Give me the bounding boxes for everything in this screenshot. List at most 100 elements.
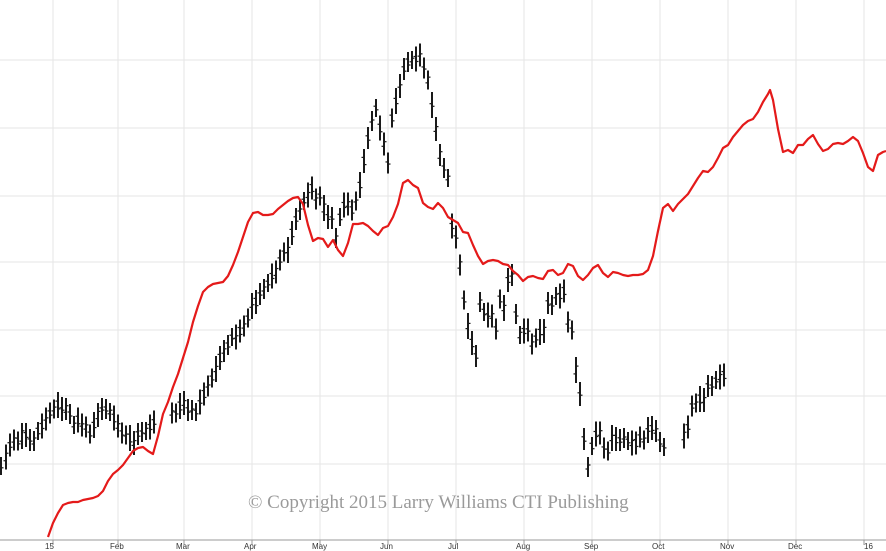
price-bar [493, 318, 499, 340]
price-bar [369, 111, 375, 131]
price-bar [273, 260, 279, 284]
price-bar [115, 414, 121, 438]
price-bar [709, 376, 715, 396]
price-bar [413, 46, 419, 72]
price-bar [705, 375, 711, 397]
price-bar [597, 421, 603, 445]
price-bar [361, 149, 367, 173]
price-bar [47, 402, 53, 424]
price-bar [127, 425, 133, 451]
price-bar [189, 400, 195, 420]
price-bar [197, 389, 203, 415]
price-bar [181, 391, 187, 415]
price-bar [337, 208, 343, 226]
price-bar [457, 254, 463, 276]
price-bar [489, 304, 495, 328]
price-bar [95, 403, 101, 427]
price-bar [353, 191, 359, 211]
price-bar [441, 158, 447, 178]
x-axis-tick-label: Jun [380, 542, 393, 551]
price-bar [393, 88, 399, 114]
price-bar [63, 398, 69, 420]
price-bar [689, 395, 695, 417]
price-bar [433, 117, 439, 141]
price-bar [39, 413, 45, 439]
x-axis-tick-label: May [312, 542, 327, 551]
price-bar [185, 399, 191, 421]
price-bar [321, 195, 327, 221]
price-bar [209, 368, 215, 388]
price-bar [261, 279, 267, 299]
price-bar [341, 192, 347, 218]
price-bar [213, 356, 219, 382]
price-bar [649, 416, 655, 440]
x-axis-tick-label: Dec [788, 542, 802, 551]
price-bar [217, 346, 223, 370]
price-bar [309, 176, 315, 200]
price-bar [465, 313, 471, 339]
price-bar [325, 205, 331, 229]
price-bar [377, 115, 383, 141]
price-bar [289, 221, 295, 245]
copyright-watermark: © Copyright 2015 Larry Williams CTI Publ… [248, 492, 629, 513]
x-axis-tick-label: Nov [720, 542, 734, 551]
price-bar [581, 428, 587, 450]
price-bar [485, 302, 491, 328]
price-bar [645, 417, 651, 443]
price-bar [553, 287, 559, 305]
price-bar [549, 295, 555, 315]
price-bar [497, 289, 503, 309]
price-bar [151, 410, 157, 434]
price-bar [585, 457, 591, 477]
price-bar [481, 303, 487, 321]
price-bar [277, 249, 283, 271]
price-bar [75, 407, 81, 433]
price-bar [225, 335, 231, 355]
price-bar [573, 357, 579, 383]
price-bar [629, 430, 635, 456]
price-bar [23, 423, 29, 447]
price-bar [417, 43, 423, 67]
price-bar [385, 152, 391, 174]
price-bar [565, 311, 571, 333]
price-bar [533, 328, 539, 348]
price-bar [521, 318, 527, 344]
price-bar [721, 363, 727, 387]
price-bar [421, 57, 427, 79]
price-bar [653, 420, 659, 442]
price-bar [91, 412, 97, 438]
price-bar [87, 424, 93, 444]
price-bar [617, 429, 623, 451]
price-bar [557, 283, 563, 309]
red-line-series [46, 88, 886, 538]
price-bar [51, 399, 57, 419]
price-bar [505, 268, 511, 292]
price-bar [641, 430, 647, 450]
price-bar [193, 403, 199, 421]
price-bar [59, 397, 65, 421]
price-bar [681, 423, 687, 449]
price-bar [401, 58, 407, 80]
price-bar [99, 398, 105, 420]
price-bar [453, 225, 459, 249]
price-bar [429, 92, 435, 118]
price-bar [305, 182, 311, 208]
price-bar [27, 429, 33, 451]
price-bar [389, 108, 395, 128]
price-bar [449, 213, 455, 239]
price-bar [445, 169, 451, 187]
x-axis-tick-label: Jul [448, 542, 458, 551]
price-bar [31, 431, 37, 451]
price-bar [349, 199, 355, 221]
price-bar [135, 423, 141, 445]
price-bar [605, 441, 611, 461]
price-bar [35, 422, 41, 440]
price-bar [717, 364, 723, 390]
price-bar [357, 172, 363, 198]
price-bar [293, 208, 299, 230]
price-bar [119, 422, 125, 444]
price-bar [233, 324, 239, 350]
